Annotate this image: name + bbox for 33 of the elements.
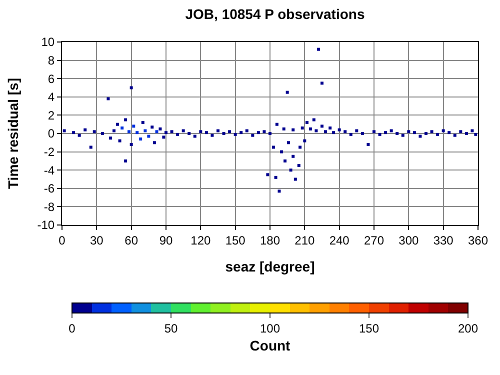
x-tick-label: 300: [398, 233, 419, 248]
color-bar-label: 0: [68, 321, 76, 336]
color-bar-label: 200: [458, 321, 478, 336]
y-tick-label: 8: [48, 54, 55, 68]
color-bar-label: 100: [260, 321, 280, 336]
x-tick-label: 330: [433, 233, 454, 248]
y-tick-label: 6: [48, 72, 55, 86]
x-tick-label: 120: [190, 233, 211, 248]
x-tick-label: 360: [468, 233, 488, 248]
y-tick-label: -2: [44, 145, 55, 159]
y-tick-label: 2: [48, 108, 55, 122]
x-axis-title: seaz [degree]: [225, 258, 315, 275]
x-tick-label: 90: [159, 233, 173, 248]
y-tick-label: -10: [37, 218, 55, 232]
y-tick-label: 4: [48, 90, 55, 104]
x-tick-label: 210: [294, 233, 315, 248]
chart-title: JOB, 10854 P observations: [185, 6, 365, 22]
x-tick-label: 240: [329, 233, 350, 248]
x-tick-label: 0: [58, 233, 66, 248]
x-tick-label: 180: [260, 233, 280, 248]
y-tick-label: -6: [44, 182, 55, 196]
x-tick-label: 270: [364, 233, 384, 248]
x-tick-label: 30: [90, 233, 104, 248]
y-axis-title: Time residual [s]: [4, 78, 21, 190]
color-bar-label: 50: [164, 321, 178, 336]
y-tick-label: -4: [44, 163, 55, 178]
y-tick-label: 0: [48, 126, 55, 141]
color-bar-title: Count: [250, 337, 291, 354]
color-bar-label: 150: [358, 321, 380, 336]
y-tick-label: -8: [44, 200, 55, 214]
x-tick-label: 150: [225, 233, 246, 248]
x-tick-label: 60: [124, 233, 138, 248]
y-tick-label: 10: [41, 35, 55, 50]
